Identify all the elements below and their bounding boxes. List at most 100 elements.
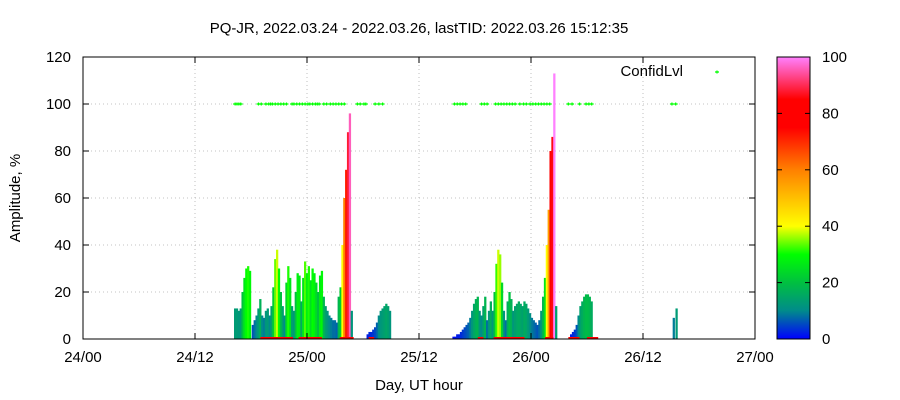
amplitude-bar-37 (304, 261, 307, 339)
confidence-point-39 (373, 102, 378, 106)
confidence-point-74 (589, 102, 594, 106)
amplitude-bar-8 (248, 270, 252, 339)
amplitude-bar-88 (474, 299, 478, 339)
amplitude-bar-101 (499, 254, 502, 339)
amplitude-bar-89 (476, 296, 479, 339)
amplitude-bar-10 (253, 320, 256, 339)
x-tick-label-6: 27/00 (736, 349, 774, 366)
amplitude-bar-35 (300, 301, 303, 339)
x-tick-label-2: 25/00 (288, 349, 326, 366)
colorbar-gradient (776, 56, 811, 340)
amplitude-bar-49 (326, 310, 329, 339)
amplitude-bar-5 (243, 277, 246, 339)
y-tick-label-5: 100 (46, 96, 71, 113)
amplitude-bar-39 (307, 266, 310, 339)
baseline-red-mark-5 (493, 337, 525, 339)
amplitude-bar-128 (549, 151, 552, 339)
amplitude-bar-69 (377, 315, 380, 339)
amplitude-bar-57 (341, 245, 344, 339)
amplitude-bar-134 (573, 329, 576, 339)
amplitude-bar-76 (452, 336, 455, 339)
amplitude-bar-31 (292, 310, 296, 339)
confidence-point-36 (358, 102, 363, 106)
x-tick-label-3: 25/12 (400, 349, 438, 366)
amplitude-bar-72 (383, 306, 386, 339)
confidence-point-60 (524, 102, 529, 106)
amplitude-bar-1 (235, 308, 239, 339)
colorbar-tick-label-5: 100 (822, 49, 847, 66)
amplitude-bar-22 (276, 249, 279, 339)
legend: ConfidLvl (620, 63, 719, 80)
amplitude-bar-53 (333, 320, 337, 339)
amplitude-bar-96 (489, 301, 492, 339)
amplitude-bar-13 (259, 299, 262, 339)
amplitude-bar-136 (577, 315, 580, 339)
baseline-red-mark-6 (545, 337, 554, 339)
amplitude-bar-14 (261, 315, 264, 339)
amplitude-bar-19 (270, 306, 273, 339)
confidence-point-58 (517, 102, 522, 106)
amplitude-bar-2 (237, 310, 240, 339)
amplitude-bar-91 (480, 315, 483, 339)
amplitude-bar-105 (506, 301, 509, 339)
amplitude-bar-27 (285, 282, 288, 339)
confidence-point-26 (317, 102, 322, 106)
amplitude-bar-93 (484, 296, 487, 339)
amplitude-bar-130 (553, 73, 556, 339)
baseline-red-mark-1 (298, 337, 322, 339)
amplitude-bar-81 (461, 329, 464, 339)
confidence-point-75 (669, 102, 674, 106)
amplitude-bar-107 (510, 299, 513, 339)
x-axis-label: Day, UT hour (375, 377, 463, 394)
amplitude-bar-126 (545, 245, 548, 339)
baseline-red-mark-8 (587, 337, 599, 339)
confidence-point-71 (577, 102, 582, 106)
amplitude-bar-73 (385, 303, 388, 339)
amplitude-bar-70 (379, 310, 382, 339)
amplitude-bar-92 (482, 306, 485, 339)
amplitude-bar-87 (472, 303, 476, 339)
amplitude-bar-54 (335, 322, 338, 339)
amplitude-bar-61 (348, 113, 352, 340)
amplitude-bar-32 (294, 292, 297, 339)
amplitude-bar-68 (375, 322, 379, 339)
amplitude-bar-16 (264, 310, 268, 339)
amplitude-bar-52 (332, 320, 335, 339)
amplitude-bar-95 (487, 310, 491, 339)
amplitude-bar-139 (583, 296, 586, 339)
amplitude-bar-38 (305, 273, 309, 339)
amplitude-bar-103 (502, 310, 506, 339)
amplitude-bar-122 (538, 320, 541, 339)
confidence-point-3 (238, 102, 243, 106)
amplitude-bar-114 (523, 301, 526, 339)
y-tick-label-2: 40 (54, 237, 71, 254)
confidence-point-28 (324, 102, 329, 106)
amplitude-bar-140 (584, 294, 588, 339)
amplitude-bar-86 (471, 310, 474, 339)
colorbar-tick-label-1: 20 (822, 275, 839, 292)
legend-label: ConfidLvl (620, 63, 683, 80)
amplitude-bar-143 (590, 301, 593, 339)
amplitude-bar-65 (370, 331, 373, 339)
amplitude-bar-115 (525, 303, 528, 339)
amplitude-bar-6 (245, 268, 248, 339)
amplitude-bar-50 (328, 315, 331, 339)
amplitude-bar-40 (309, 280, 312, 339)
amplitude-bar-26 (283, 315, 286, 339)
baseline-red-mark-7 (568, 337, 580, 339)
y-axis-label: Amplitude, % (7, 154, 24, 242)
grid (83, 57, 755, 339)
amplitude-bar-98 (493, 292, 496, 339)
amplitude-bar-4 (241, 292, 244, 339)
confidence-point-46 (463, 102, 468, 106)
amplitude-bar-94 (486, 320, 489, 339)
amplitude-bar-59 (345, 169, 348, 339)
y-tick-label-0: 0 (63, 331, 71, 348)
colorbar-tick-label-4: 80 (822, 105, 839, 122)
amplitude-bar-133 (571, 331, 575, 339)
y-tick-label-6: 120 (46, 49, 71, 66)
amplitude-bar-142 (588, 296, 591, 339)
confidence-point-5 (259, 102, 264, 106)
amplitude-bar-120 (534, 322, 537, 339)
